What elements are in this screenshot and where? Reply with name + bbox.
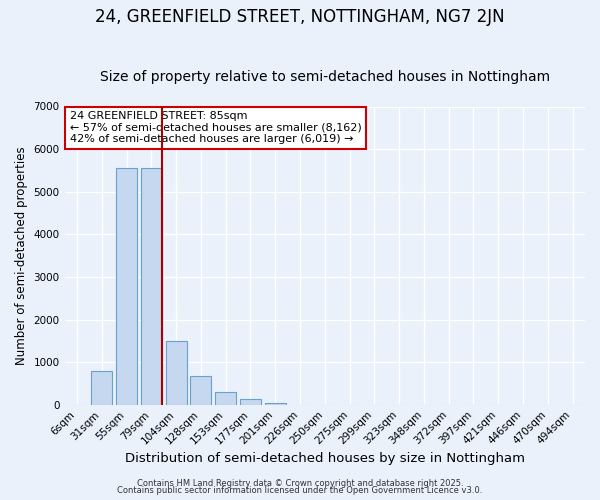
Text: 24, GREENFIELD STREET, NOTTINGHAM, NG7 2JN: 24, GREENFIELD STREET, NOTTINGHAM, NG7 2… xyxy=(95,8,505,26)
Bar xyxy=(166,341,187,404)
X-axis label: Distribution of semi-detached houses by size in Nottingham: Distribution of semi-detached houses by … xyxy=(125,452,525,465)
Bar xyxy=(141,168,162,404)
Bar xyxy=(190,376,211,404)
Text: 24 GREENFIELD STREET: 85sqm
← 57% of semi-detached houses are smaller (8,162)
42: 24 GREENFIELD STREET: 85sqm ← 57% of sem… xyxy=(70,111,361,144)
Y-axis label: Number of semi-detached properties: Number of semi-detached properties xyxy=(15,146,28,365)
Bar xyxy=(116,168,137,404)
Bar xyxy=(215,392,236,404)
Text: Contains public sector information licensed under the Open Government Licence v3: Contains public sector information licen… xyxy=(118,486,482,495)
Title: Size of property relative to semi-detached houses in Nottingham: Size of property relative to semi-detach… xyxy=(100,70,550,85)
Bar xyxy=(240,399,261,404)
Text: Contains HM Land Registry data © Crown copyright and database right 2025.: Contains HM Land Registry data © Crown c… xyxy=(137,478,463,488)
Bar xyxy=(91,370,112,404)
Bar xyxy=(265,402,286,404)
